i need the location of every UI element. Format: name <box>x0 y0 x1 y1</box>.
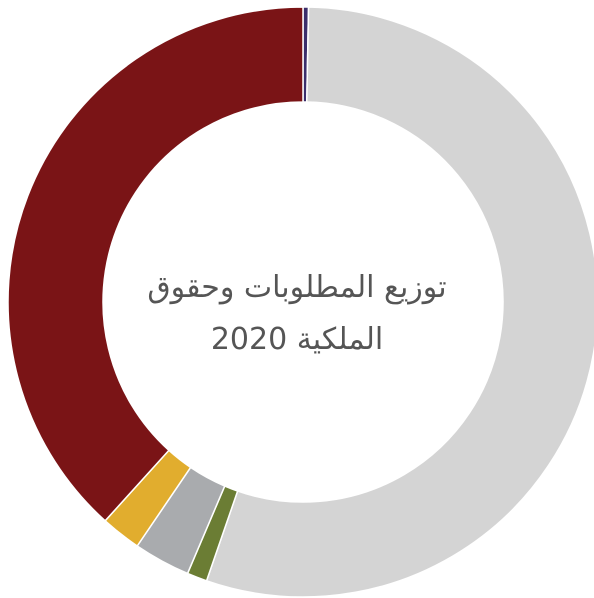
donut-slice-2 <box>205 6 594 598</box>
donut-slice-6 <box>7 6 304 522</box>
chart-title-line-2: الملكية 2020 <box>210 322 384 357</box>
chart-title-line-1: توزيع المطلوبات وحقوق <box>147 270 447 305</box>
chart-title: توزيع المطلوبات وحقوق الملكية 2020 <box>97 262 497 366</box>
